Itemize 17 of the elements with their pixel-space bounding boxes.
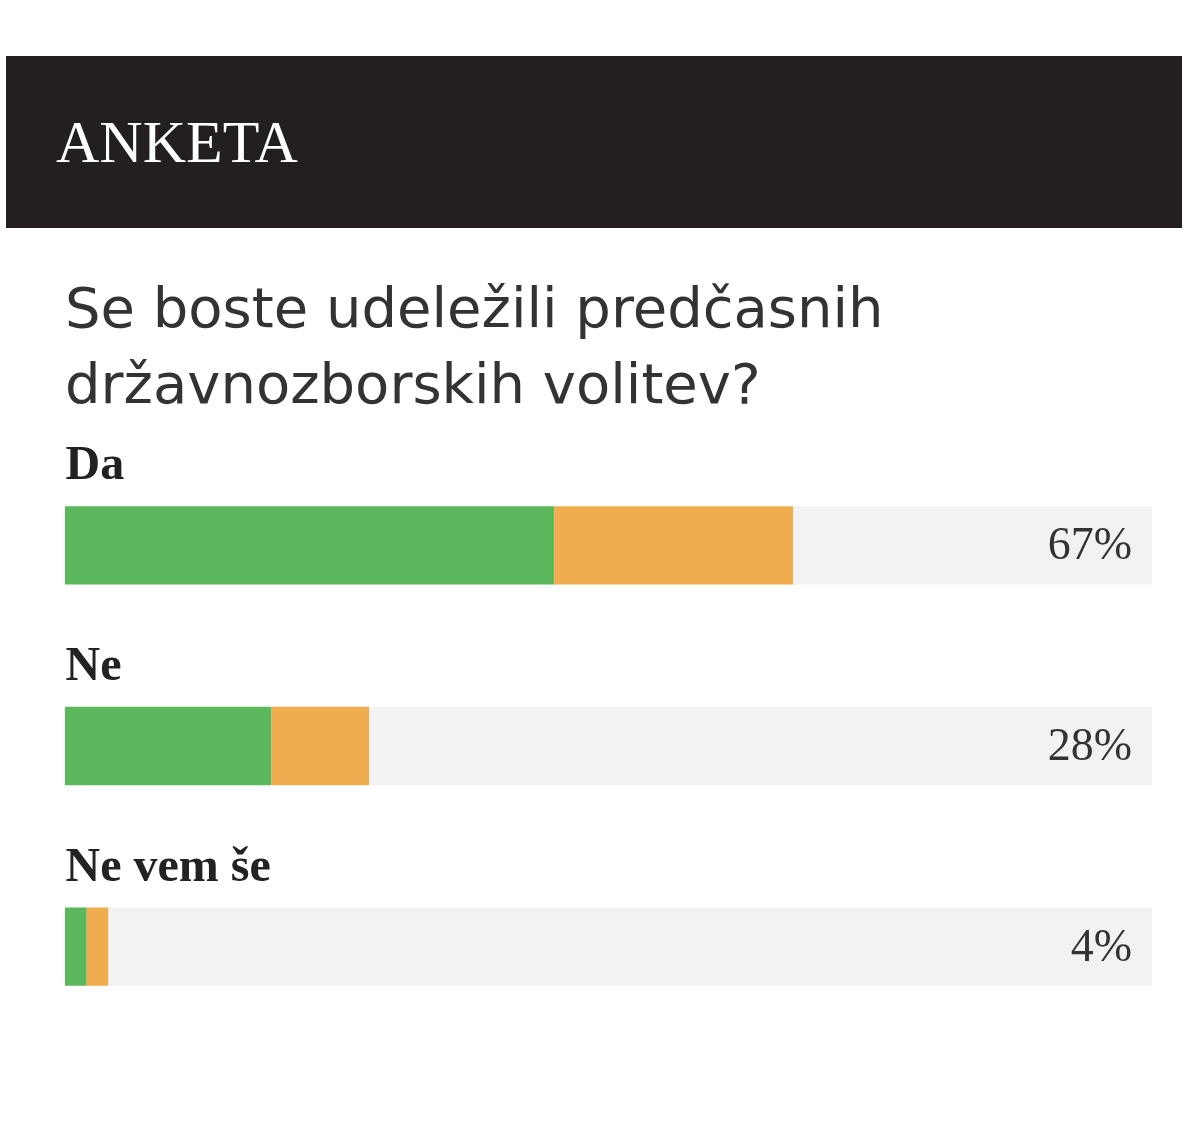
chart-subtitle: Se boste udeležili predčasnih državnozborskih volitev?: [65, 274, 885, 418]
bar: [65, 506, 555, 585]
y-tick-label: Ne vem še: [65, 837, 271, 891]
y-tick-label: Ne: [65, 637, 122, 690]
bar: [65, 907, 87, 986]
annotation: 4%: [1070, 919, 1132, 971]
bar: [65, 706, 272, 786]
bar: [271, 706, 370, 786]
bar: [369, 706, 1152, 786]
y-tick-label: Da: [65, 436, 125, 490]
bar: [86, 907, 109, 986]
bar: [554, 506, 794, 585]
chart-title: ANKETA: [56, 108, 298, 177]
bar: [793, 506, 1152, 585]
annotation: 28%: [1047, 719, 1132, 770]
bar: [108, 907, 1152, 986]
annotation: 67%: [1047, 518, 1132, 570]
